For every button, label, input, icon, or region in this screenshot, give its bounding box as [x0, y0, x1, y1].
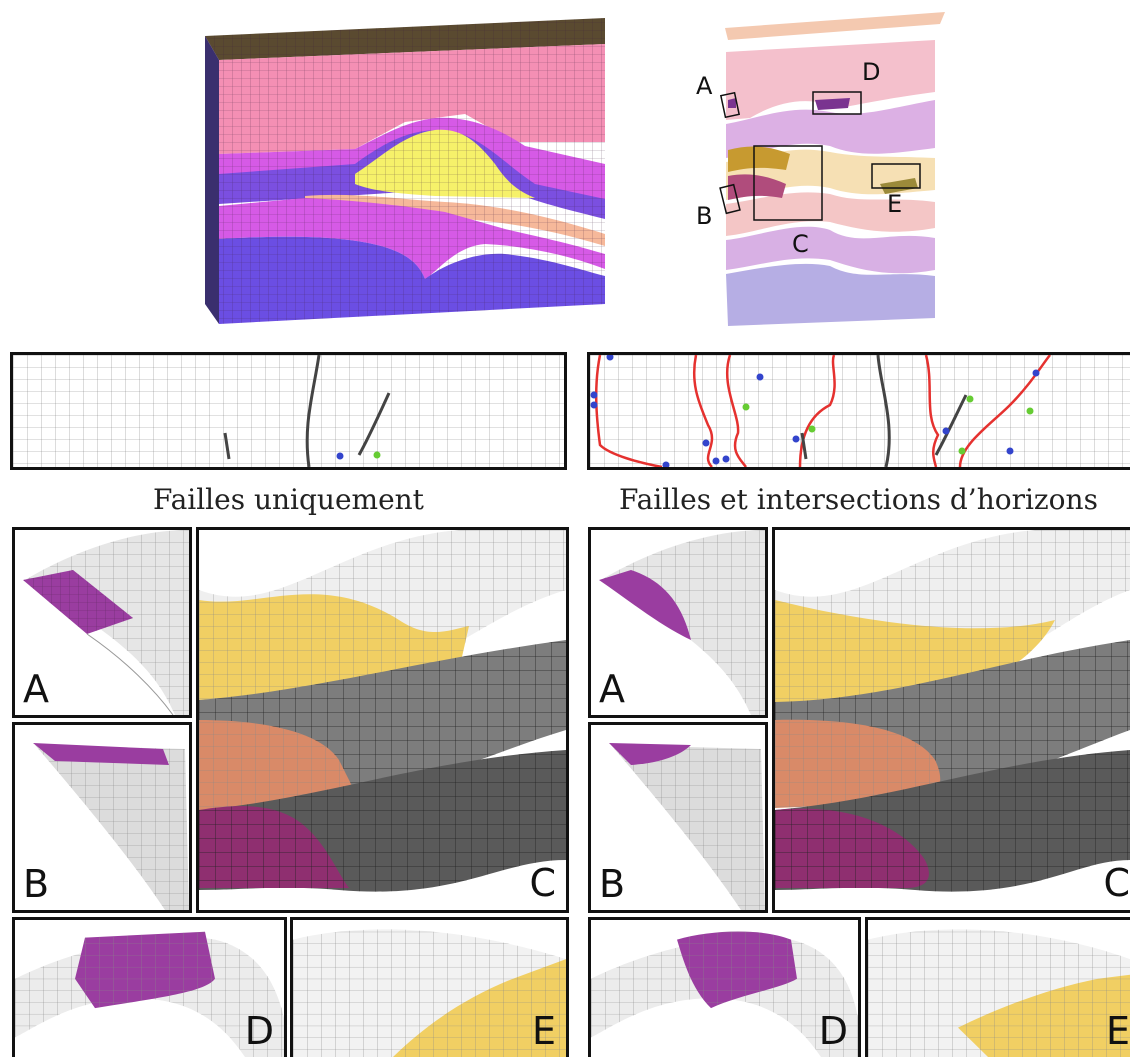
left-panel-e-label: E: [531, 1009, 556, 1053]
box-a-outline: [719, 91, 741, 119]
overview-label-e: E: [887, 190, 903, 218]
right-panel-c-label: C: [1103, 861, 1130, 905]
right-panel-e-label: E: [1105, 1009, 1130, 1053]
left-panel-c-label: C: [529, 861, 556, 905]
caption-faults-only: Failles uniquement: [153, 483, 424, 516]
right-panel-c: C: [772, 527, 1130, 913]
right-panel-d: D: [588, 917, 861, 1057]
exploded-layers-view: A D B E C: [690, 8, 960, 333]
left-panel-b-label: B: [23, 862, 50, 906]
right-panel-b: B: [588, 722, 768, 913]
left-panel-e: E: [290, 917, 569, 1057]
overview-label-a: A: [696, 72, 713, 100]
left-panel-a: A: [12, 527, 192, 718]
box-d-outline: [812, 91, 862, 115]
grid-strip-faults-and-horizons: [587, 352, 1130, 470]
overview-label-c: C: [792, 230, 809, 258]
grid-strip-faults-only: [10, 352, 567, 470]
right-panel-a: A: [588, 527, 768, 718]
left-panel-b: B: [12, 722, 192, 913]
left-panel-a-label: A: [23, 667, 49, 711]
box-c-outline: [753, 145, 823, 221]
overview-label-d: D: [862, 58, 881, 86]
box-e-outline: [871, 163, 921, 189]
geology-block-3d: [205, 14, 610, 326]
left-panel-c: C: [196, 527, 569, 913]
right-panel-b-label: B: [599, 862, 626, 906]
left-panel-d-label: D: [244, 1009, 274, 1053]
right-panel-a-label: A: [599, 667, 625, 711]
caption-faults-and-horizons: Failles et intersections d’horizons: [619, 483, 1098, 516]
right-panel-e: E: [865, 917, 1130, 1057]
overview-label-b: B: [696, 202, 713, 230]
left-panel-d: D: [12, 917, 287, 1057]
right-panel-d-label: D: [818, 1009, 848, 1053]
box-b-outline: [719, 183, 741, 215]
